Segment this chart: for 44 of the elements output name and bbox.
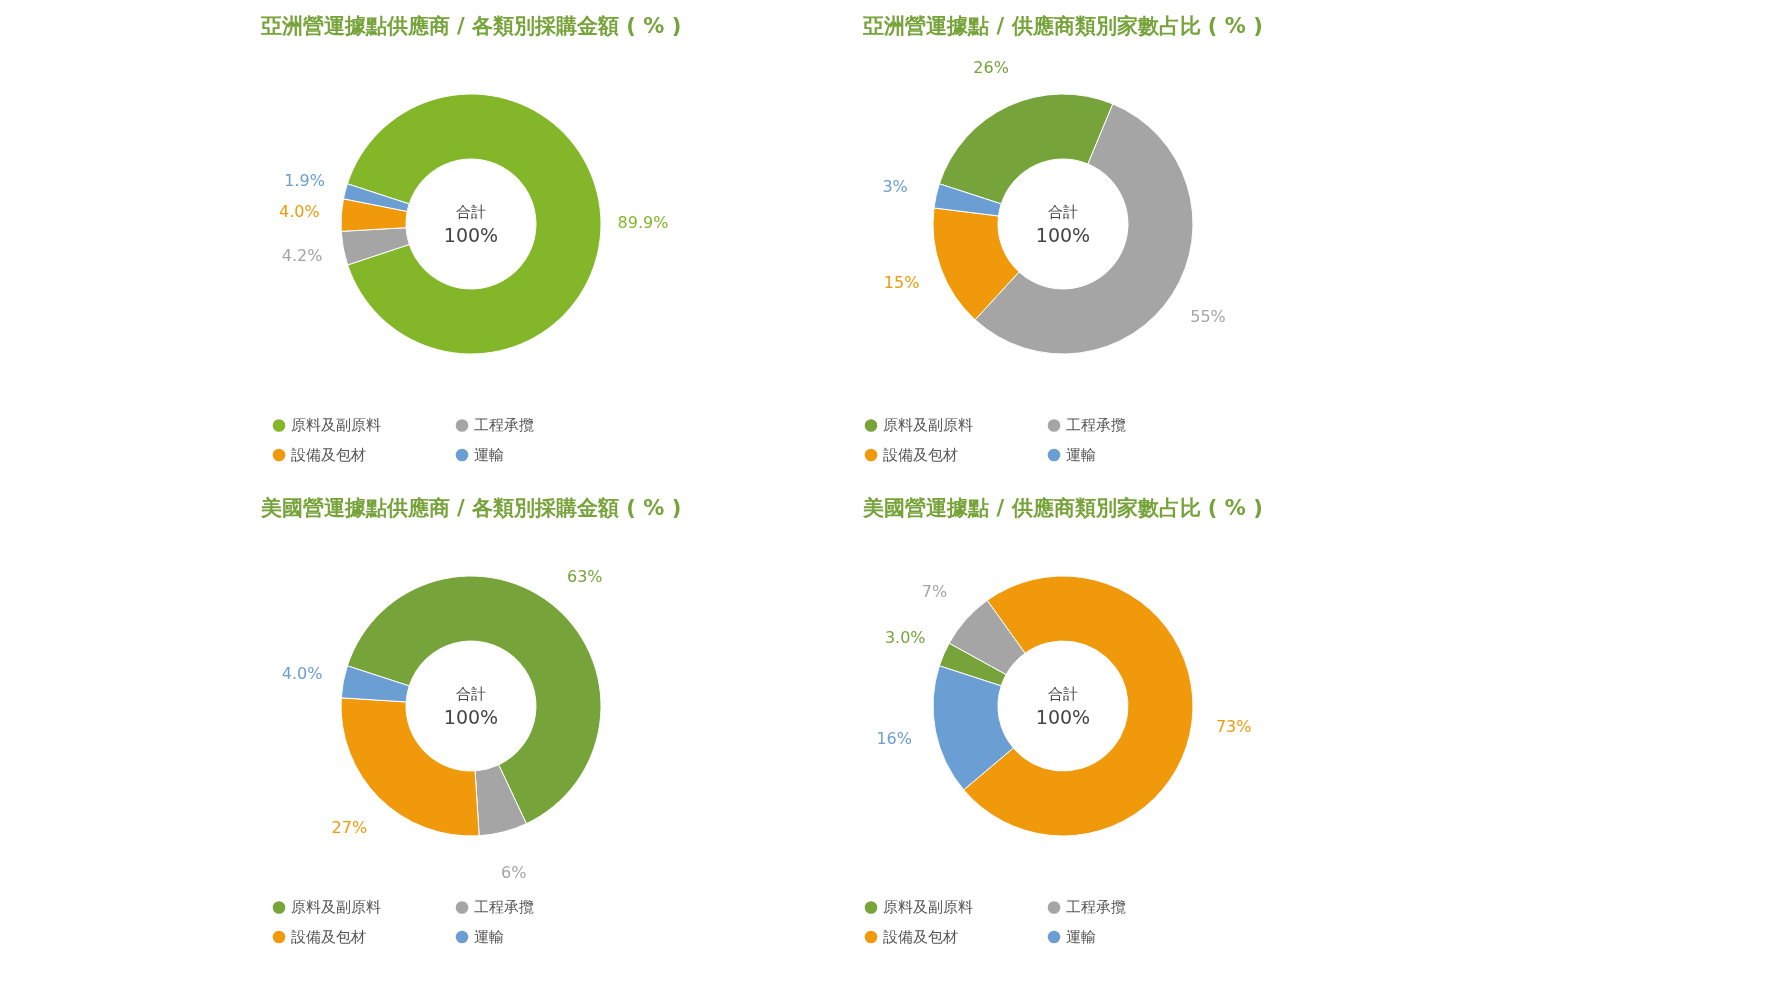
data-label: 4.0% bbox=[281, 663, 323, 683]
text: 合計 bbox=[1048, 203, 1078, 221]
legend-label: 設備及包材 bbox=[291, 446, 366, 464]
data-label: 27% bbox=[331, 817, 368, 837]
data-label: 89.9% bbox=[617, 213, 669, 233]
legend-label: 運輸 bbox=[1066, 928, 1096, 946]
legend-label: 工程承攬 bbox=[1066, 898, 1126, 917]
data-label: 4.0% bbox=[279, 202, 320, 222]
legend-label: 工程承攬 bbox=[474, 898, 534, 917]
legend-label: 原料及副原料 bbox=[291, 416, 381, 435]
data-label: 6% bbox=[501, 862, 527, 882]
data-label: 63% bbox=[566, 566, 603, 586]
legend-label: 原料及副原料 bbox=[883, 898, 973, 917]
data-label: 16% bbox=[876, 729, 912, 749]
chart-title: 亞洲營運據點 / 供應商類別家數占比 ( % ) bbox=[862, 14, 1263, 38]
legend-label: 運輸 bbox=[1066, 446, 1096, 464]
legend-label: 原料及副原料 bbox=[291, 898, 381, 917]
legend-label: 運輸 bbox=[474, 446, 504, 464]
text: 100% bbox=[1035, 224, 1091, 246]
legend-label: 設備及包材 bbox=[883, 446, 958, 464]
chart-title: 亞洲營運據點供應商 / 各類別採購金額 ( % ) bbox=[259, 14, 682, 38]
data-label: 73% bbox=[1215, 717, 1252, 737]
data-label: 7% bbox=[921, 581, 948, 601]
data-label: 4.2% bbox=[281, 246, 323, 266]
legend-label: 運輸 bbox=[474, 928, 504, 946]
legend-label: 原料及副原料 bbox=[883, 416, 973, 435]
text: 100% bbox=[1035, 706, 1091, 728]
data-label: 15% bbox=[883, 273, 920, 293]
legend-label: 設備及包材 bbox=[291, 928, 366, 946]
data-label: 1.9% bbox=[284, 170, 325, 190]
data-label: 55% bbox=[1190, 306, 1226, 326]
data-label: 3% bbox=[882, 176, 908, 196]
legend-label: 設備及包材 bbox=[883, 928, 958, 946]
text: 100% bbox=[443, 706, 499, 728]
text: 合計 bbox=[456, 203, 486, 221]
data-label: 3.0% bbox=[884, 627, 926, 647]
text: 合計 bbox=[456, 685, 486, 703]
text: 100% bbox=[443, 224, 499, 246]
text: 合計 bbox=[1048, 685, 1078, 703]
legend-label: 工程承攬 bbox=[1066, 416, 1126, 435]
chart-title: 美國營運據點 / 供應商類別家數占比 ( % ) bbox=[862, 496, 1263, 520]
data-label: 26% bbox=[973, 57, 1009, 77]
chart-title: 美國營運據點供應商 / 各類別採購金額 ( % ) bbox=[259, 496, 682, 520]
legend-label: 工程承攬 bbox=[474, 416, 534, 435]
